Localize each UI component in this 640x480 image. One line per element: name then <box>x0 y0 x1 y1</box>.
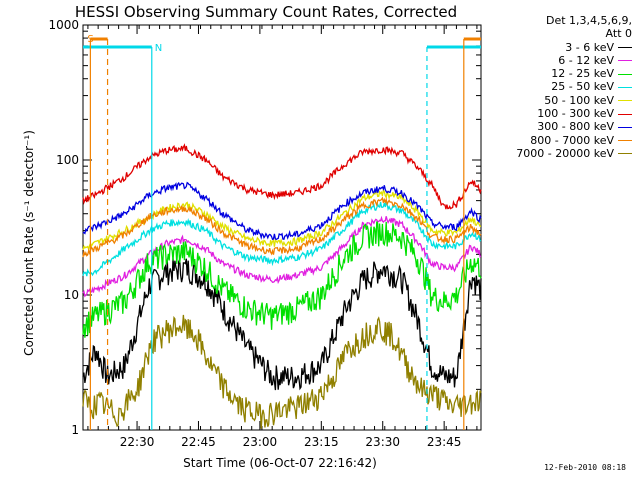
legend-swatch <box>618 47 632 49</box>
series-line <box>82 221 482 338</box>
generation-timestamp: 12-Feb-2010 08:18 <box>544 463 626 472</box>
x-tick-label: 23:45 <box>427 435 462 449</box>
legend-swatch <box>618 126 632 128</box>
legend-swatch <box>618 86 632 88</box>
legend-entry-label: 50 - 100 keV <box>544 93 614 107</box>
legend-entry: 25 - 50 keV <box>482 80 632 93</box>
legend-swatch <box>618 153 632 155</box>
legend-entry: 3 - 6 keV <box>482 41 632 54</box>
x-tick-label: 23:00 <box>243 435 278 449</box>
legend-entry: 6 - 12 keV <box>482 54 632 67</box>
y-axis-label: Corrected Count Rate (s⁻¹ detector⁻¹) <box>22 130 36 356</box>
series-line <box>82 200 482 277</box>
legend-entry: 12 - 25 keV <box>482 67 632 80</box>
y-tick-label: 10 <box>64 288 79 302</box>
legend-entry-label: 800 - 7000 keV <box>530 133 614 147</box>
legend-swatch <box>618 100 632 102</box>
legend-entry: 7000 - 20000 keV <box>482 147 632 160</box>
y-tick-label: 100 <box>56 153 79 167</box>
chart-title: HESSI Observing Summary Count Rates, Cor… <box>75 3 457 21</box>
series-line <box>82 187 481 252</box>
legend-swatch <box>618 60 632 62</box>
legend-swatch <box>618 140 632 142</box>
plot-area: 1 10 100 1000 22:30 22:45 23:00 23:15 23:30 23:45… <box>48 18 482 449</box>
night-label: N <box>155 43 162 54</box>
series-line <box>82 215 482 298</box>
legend-swatch <box>618 113 632 115</box>
legend-entry: 800 - 7000 keV <box>482 134 632 147</box>
legend-entry-label: 3 - 6 keV <box>565 40 614 54</box>
legend-entry: 50 - 100 keV <box>482 94 632 107</box>
legend-rows: 3 - 6 keV 6 - 12 keV 12 - 25 keV 25 - 50 ke… <box>482 41 632 161</box>
x-tick-label: 23:30 <box>365 435 400 449</box>
legend-entry-label: 12 - 25 keV <box>551 67 614 81</box>
y-tick-label: 1000 <box>48 18 79 32</box>
legend-header-line-1: Det 1,3,4,5,6,9, <box>545 14 632 27</box>
series-line <box>82 314 482 429</box>
legend-entry-label: 25 - 50 keV <box>551 80 614 94</box>
series-line <box>82 258 482 391</box>
legend-entry-label: 300 - 800 keV <box>537 120 614 134</box>
legend-entry-label: 7000 - 20000 keV <box>516 146 614 160</box>
series-line <box>82 196 482 258</box>
legend: Det 1,3,4,5,6,9, Att 0 3 - 6 keV 6 - 12 k… <box>482 14 632 160</box>
legend-entry-label: 100 - 300 keV <box>537 107 614 121</box>
legend-entry: 100 - 300 keV <box>482 107 632 120</box>
series-line <box>82 143 482 210</box>
saa-label: S <box>87 34 93 45</box>
x-tick-label: 22:45 <box>181 435 216 449</box>
y-tick-label: 1 <box>71 423 79 437</box>
x-tick-label: 23:15 <box>304 435 339 449</box>
legend-entry: 300 - 800 keV <box>482 120 632 133</box>
x-axis-label: Start Time (06-Oct-07 22:16:42) <box>183 456 377 470</box>
legend-entry-label: 6 - 12 keV <box>558 53 614 67</box>
legend-header-line-2: Att 0 <box>605 27 632 41</box>
series-line <box>82 181 482 241</box>
legend-swatch <box>618 73 632 75</box>
x-tick-label: 22:30 <box>120 435 155 449</box>
